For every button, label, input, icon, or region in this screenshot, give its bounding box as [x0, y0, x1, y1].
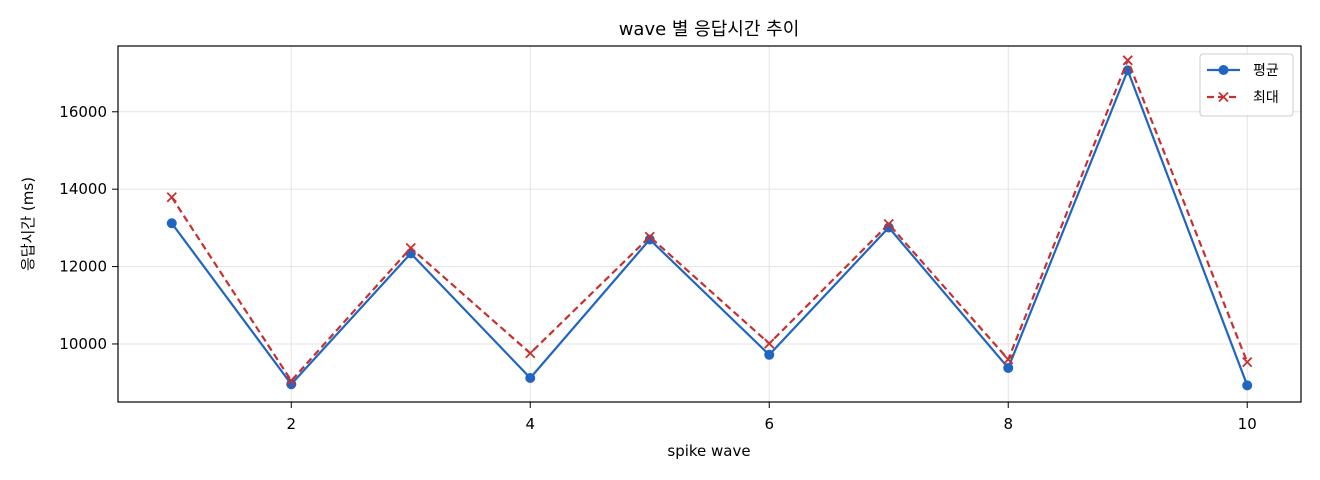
data-point	[1003, 354, 1014, 365]
data-point	[286, 379, 297, 390]
data-point	[644, 234, 655, 245]
series-2	[166, 55, 1253, 386]
legend-item: 최대	[1207, 90, 1279, 106]
data-point	[764, 349, 775, 360]
data-point	[525, 348, 536, 359]
plot-area-frame	[117, 45, 1302, 403]
series-1	[166, 65, 1253, 391]
data-point	[166, 218, 177, 229]
data-point	[1003, 362, 1014, 373]
data-point	[286, 375, 297, 386]
data-point	[883, 218, 894, 230]
y-tick-label: 14000	[59, 180, 107, 198]
data-point	[525, 373, 536, 384]
grid	[118, 46, 1301, 402]
x-tick-label: 10	[1238, 415, 1257, 433]
chart-title: wave 별 응답시간 추이	[619, 19, 800, 40]
data-point	[1242, 357, 1253, 368]
series-line	[170, 59, 1249, 382]
series-line	[170, 69, 1249, 386]
series-layer	[166, 55, 1253, 391]
data-point	[764, 338, 775, 349]
x-axis-label: spike wave	[667, 442, 750, 460]
axis-ticks: 2 4 6 8 10 10000 12000 14000 16000	[59, 103, 1256, 433]
legend-label: 평균	[1253, 63, 1279, 79]
x-tick-label: 4	[525, 415, 535, 433]
data-point	[1122, 55, 1133, 66]
legend-label: 최대	[1253, 90, 1279, 106]
x-tick-label: 2	[286, 415, 296, 433]
data-point	[405, 242, 416, 254]
x-tick-label: 6	[764, 415, 774, 433]
x-tick-label: 8	[1003, 415, 1013, 433]
legend-item: 평균	[1207, 63, 1279, 79]
y-axis-label: 응답시간 (ms)	[19, 177, 37, 271]
y-tick-label: 10000	[59, 335, 107, 353]
data-point	[1242, 380, 1253, 391]
legend-marker	[1218, 91, 1229, 103]
legend-marker	[1218, 65, 1229, 75]
y-tick-label: 12000	[59, 258, 107, 276]
data-point	[644, 231, 655, 242]
legend-box	[1199, 53, 1294, 117]
y-tick-label: 16000	[59, 103, 107, 121]
data-point	[166, 192, 177, 203]
